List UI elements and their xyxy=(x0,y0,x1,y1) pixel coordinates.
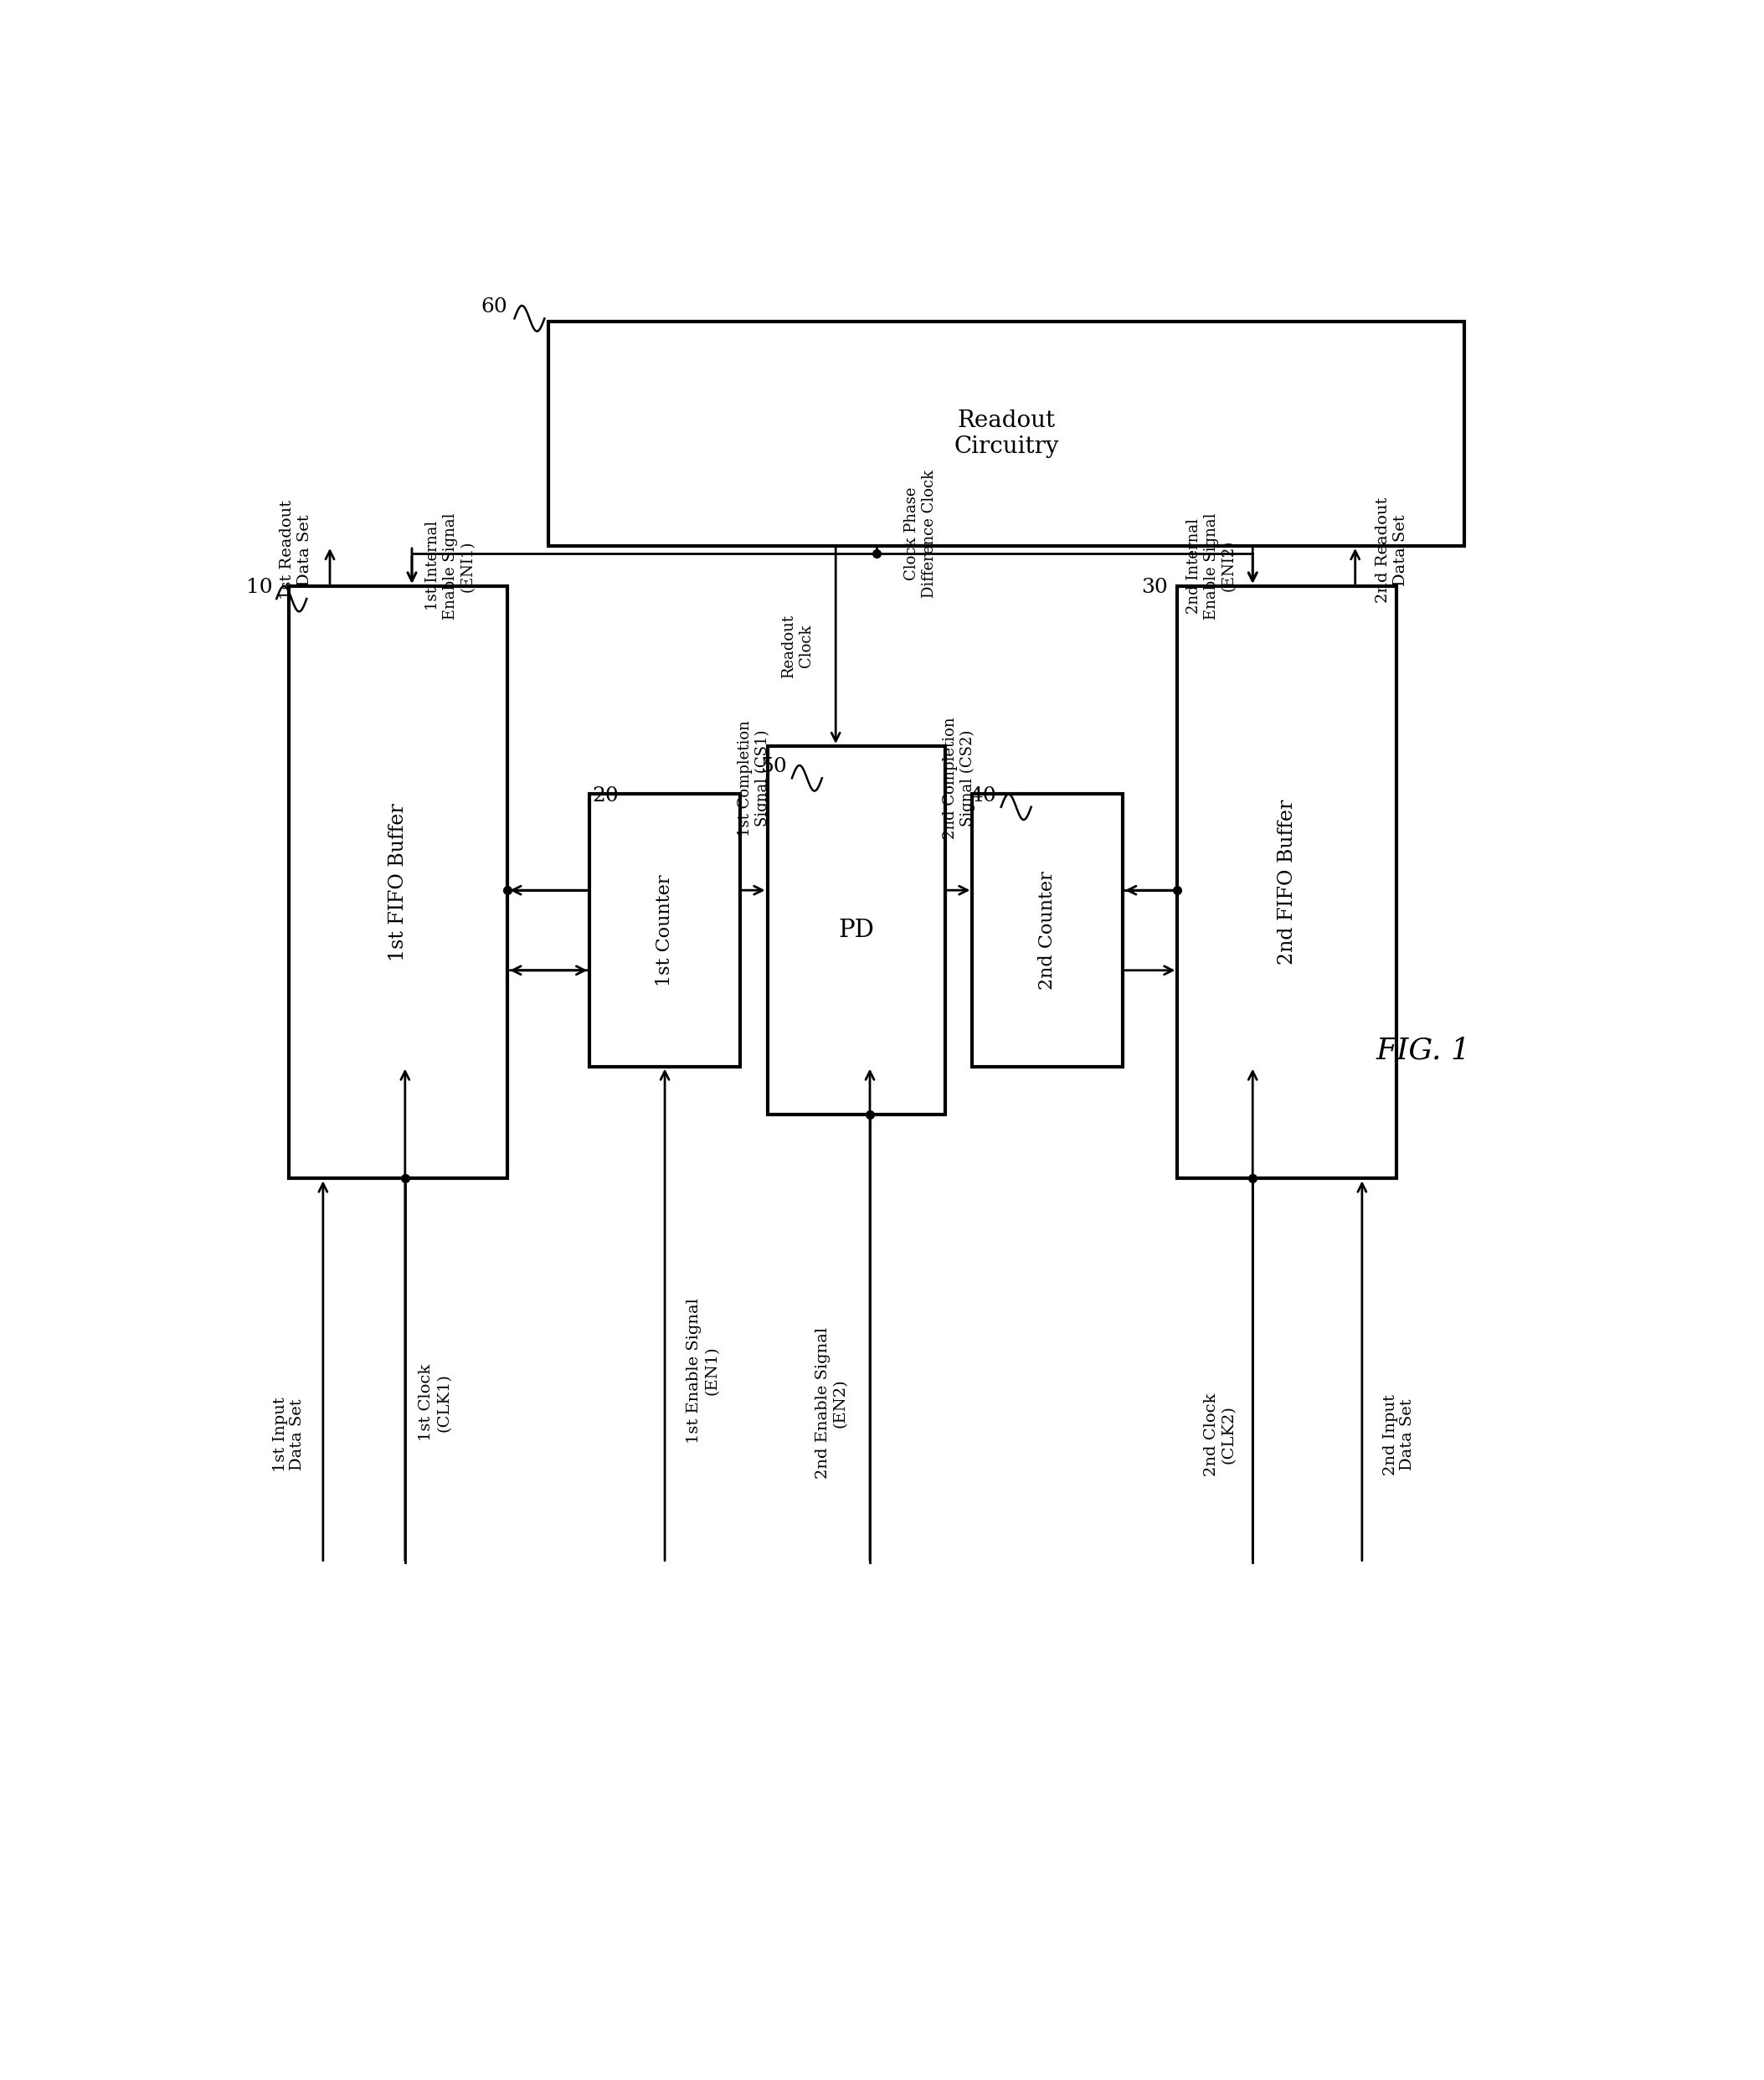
FancyBboxPatch shape xyxy=(549,322,1464,545)
Text: 50: 50 xyxy=(760,757,787,776)
Text: 2nd Completion
Signal (CS2): 2nd Completion Signal (CS2) xyxy=(942,718,975,838)
Text: 60: 60 xyxy=(482,297,508,316)
Text: 2nd Counter: 2nd Counter xyxy=(1039,872,1057,990)
Text: 2nd FIFO Buffer: 2nd FIFO Buffer xyxy=(1277,799,1297,965)
Text: 1st Internal
Enable Signal
(ENI1): 1st Internal Enable Signal (ENI1) xyxy=(425,512,475,620)
Text: 2nd Enable Signal
(EN2): 2nd Enable Signal (EN2) xyxy=(815,1327,848,1479)
Text: 1st Counter: 1st Counter xyxy=(656,874,674,986)
Text: 1st Clock
(CLK1): 1st Clock (CLK1) xyxy=(418,1364,452,1441)
FancyBboxPatch shape xyxy=(1178,587,1397,1179)
Text: Clock Phase
Difference Clock: Clock Phase Difference Clock xyxy=(905,470,937,597)
FancyBboxPatch shape xyxy=(972,795,1124,1067)
Text: Readout
Clock: Readout Clock xyxy=(781,614,813,678)
Text: FIG. 1: FIG. 1 xyxy=(1376,1036,1471,1065)
Text: 2nd Internal
Enable Signal
(ENI2): 2nd Internal Enable Signal (ENI2) xyxy=(1187,512,1237,620)
Text: PD: PD xyxy=(838,919,875,942)
Text: 2nd Input
Data Set: 2nd Input Data Set xyxy=(1383,1394,1415,1475)
Text: 1st Completion
Signal (CS1): 1st Completion Signal (CS1) xyxy=(737,720,771,836)
Text: 40: 40 xyxy=(970,786,997,805)
Text: 20: 20 xyxy=(593,786,619,805)
Text: 1st Input
Data Set: 1st Input Data Set xyxy=(273,1398,305,1473)
FancyBboxPatch shape xyxy=(289,587,508,1179)
FancyBboxPatch shape xyxy=(767,747,946,1115)
Text: 2nd Readout
Data Set: 2nd Readout Data Set xyxy=(1376,497,1408,603)
Text: 10: 10 xyxy=(245,578,272,597)
Text: Readout
Circuitry: Readout Circuitry xyxy=(954,410,1058,458)
Text: 1st Enable Signal
(EN1): 1st Enable Signal (EN1) xyxy=(686,1298,720,1444)
Text: 1st FIFO Buffer: 1st FIFO Buffer xyxy=(388,803,407,961)
FancyBboxPatch shape xyxy=(589,795,741,1067)
Text: 1st Readout
Data Set: 1st Readout Data Set xyxy=(279,499,312,599)
Text: 2nd Clock
(CLK2): 2nd Clock (CLK2) xyxy=(1203,1394,1237,1477)
Text: 30: 30 xyxy=(1141,578,1168,597)
